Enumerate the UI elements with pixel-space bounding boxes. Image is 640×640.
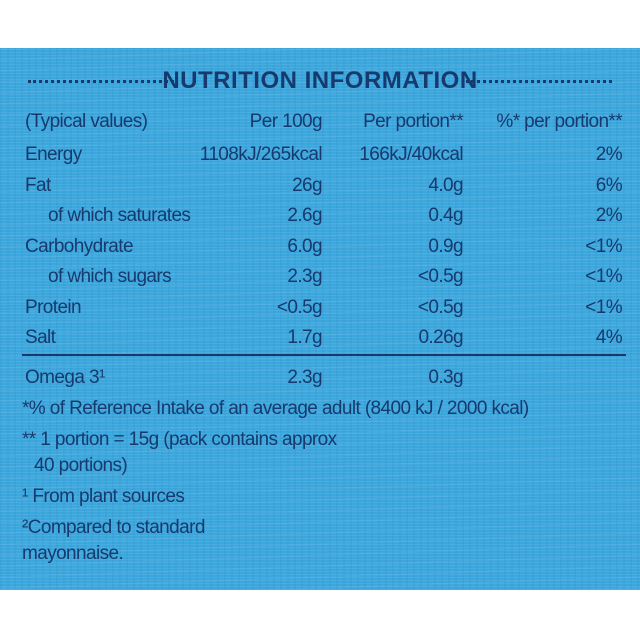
row-value: 1108kJ/265kcal	[199, 144, 323, 165]
row-value: 2.6g	[287, 205, 322, 226]
row-value: <1%	[585, 296, 622, 318]
header-cell-value: Per 100g	[249, 111, 323, 132]
title-dots-right	[466, 80, 612, 83]
row-value: 6%	[595, 174, 623, 196]
row-label: of which sugars	[48, 266, 172, 287]
row-value: 166kJ/40kcal	[359, 144, 463, 165]
row-value: 26g	[292, 174, 323, 196]
row-label: Energy	[25, 144, 82, 165]
footnote: ¹ From plant sources	[22, 486, 185, 507]
row-value: 6.0g	[287, 235, 322, 257]
row-value: <0.5g	[417, 266, 464, 287]
label-panel	[0, 48, 640, 590]
title: NUTRITION INFORMATION	[162, 67, 478, 94]
row-value: 0.4g	[428, 205, 463, 226]
footnote: ** 1 portion = 15g (pack contains approx	[22, 429, 337, 450]
row-value: 2%	[595, 144, 623, 165]
footnote: ²Compared to standard	[22, 517, 205, 538]
header-cell-label: (Typical values)	[25, 111, 148, 132]
row-value: 4.0g	[428, 174, 463, 196]
header-cell-value: %* per portion**	[496, 111, 622, 132]
row-value: 0.9g	[428, 235, 463, 257]
omega-row-value: 2.3g	[287, 367, 322, 388]
footnote: mayonnaise.	[22, 543, 124, 564]
row-value: 2%	[595, 205, 623, 226]
row-value: 4%	[595, 327, 623, 348]
divider	[22, 354, 626, 356]
header-cell-value: Per portion**	[363, 111, 464, 132]
row-value: <0.5g	[417, 296, 464, 318]
row-value: 0.26g	[418, 327, 463, 348]
footnote: 40 portions)	[34, 455, 128, 476]
title-dots-left	[28, 80, 174, 83]
row-value: 1.7g	[287, 327, 322, 348]
row-value: <1%	[585, 235, 622, 257]
row-label: Fat	[25, 174, 51, 196]
row-label: Protein	[25, 296, 82, 318]
footnote: *% of Reference Intake of an average adu…	[22, 398, 529, 419]
row-value: <1%	[585, 266, 622, 287]
omega-row-value: 0.3g	[428, 367, 463, 388]
row-label: Carbohydrate	[25, 235, 134, 257]
row-value: <0.5g	[276, 296, 323, 318]
row-label: Salt	[25, 327, 56, 348]
row-label: of which saturates	[48, 205, 191, 226]
row-value: 2.3g	[287, 266, 322, 287]
omega-row-label: Omega 3¹	[25, 367, 105, 388]
